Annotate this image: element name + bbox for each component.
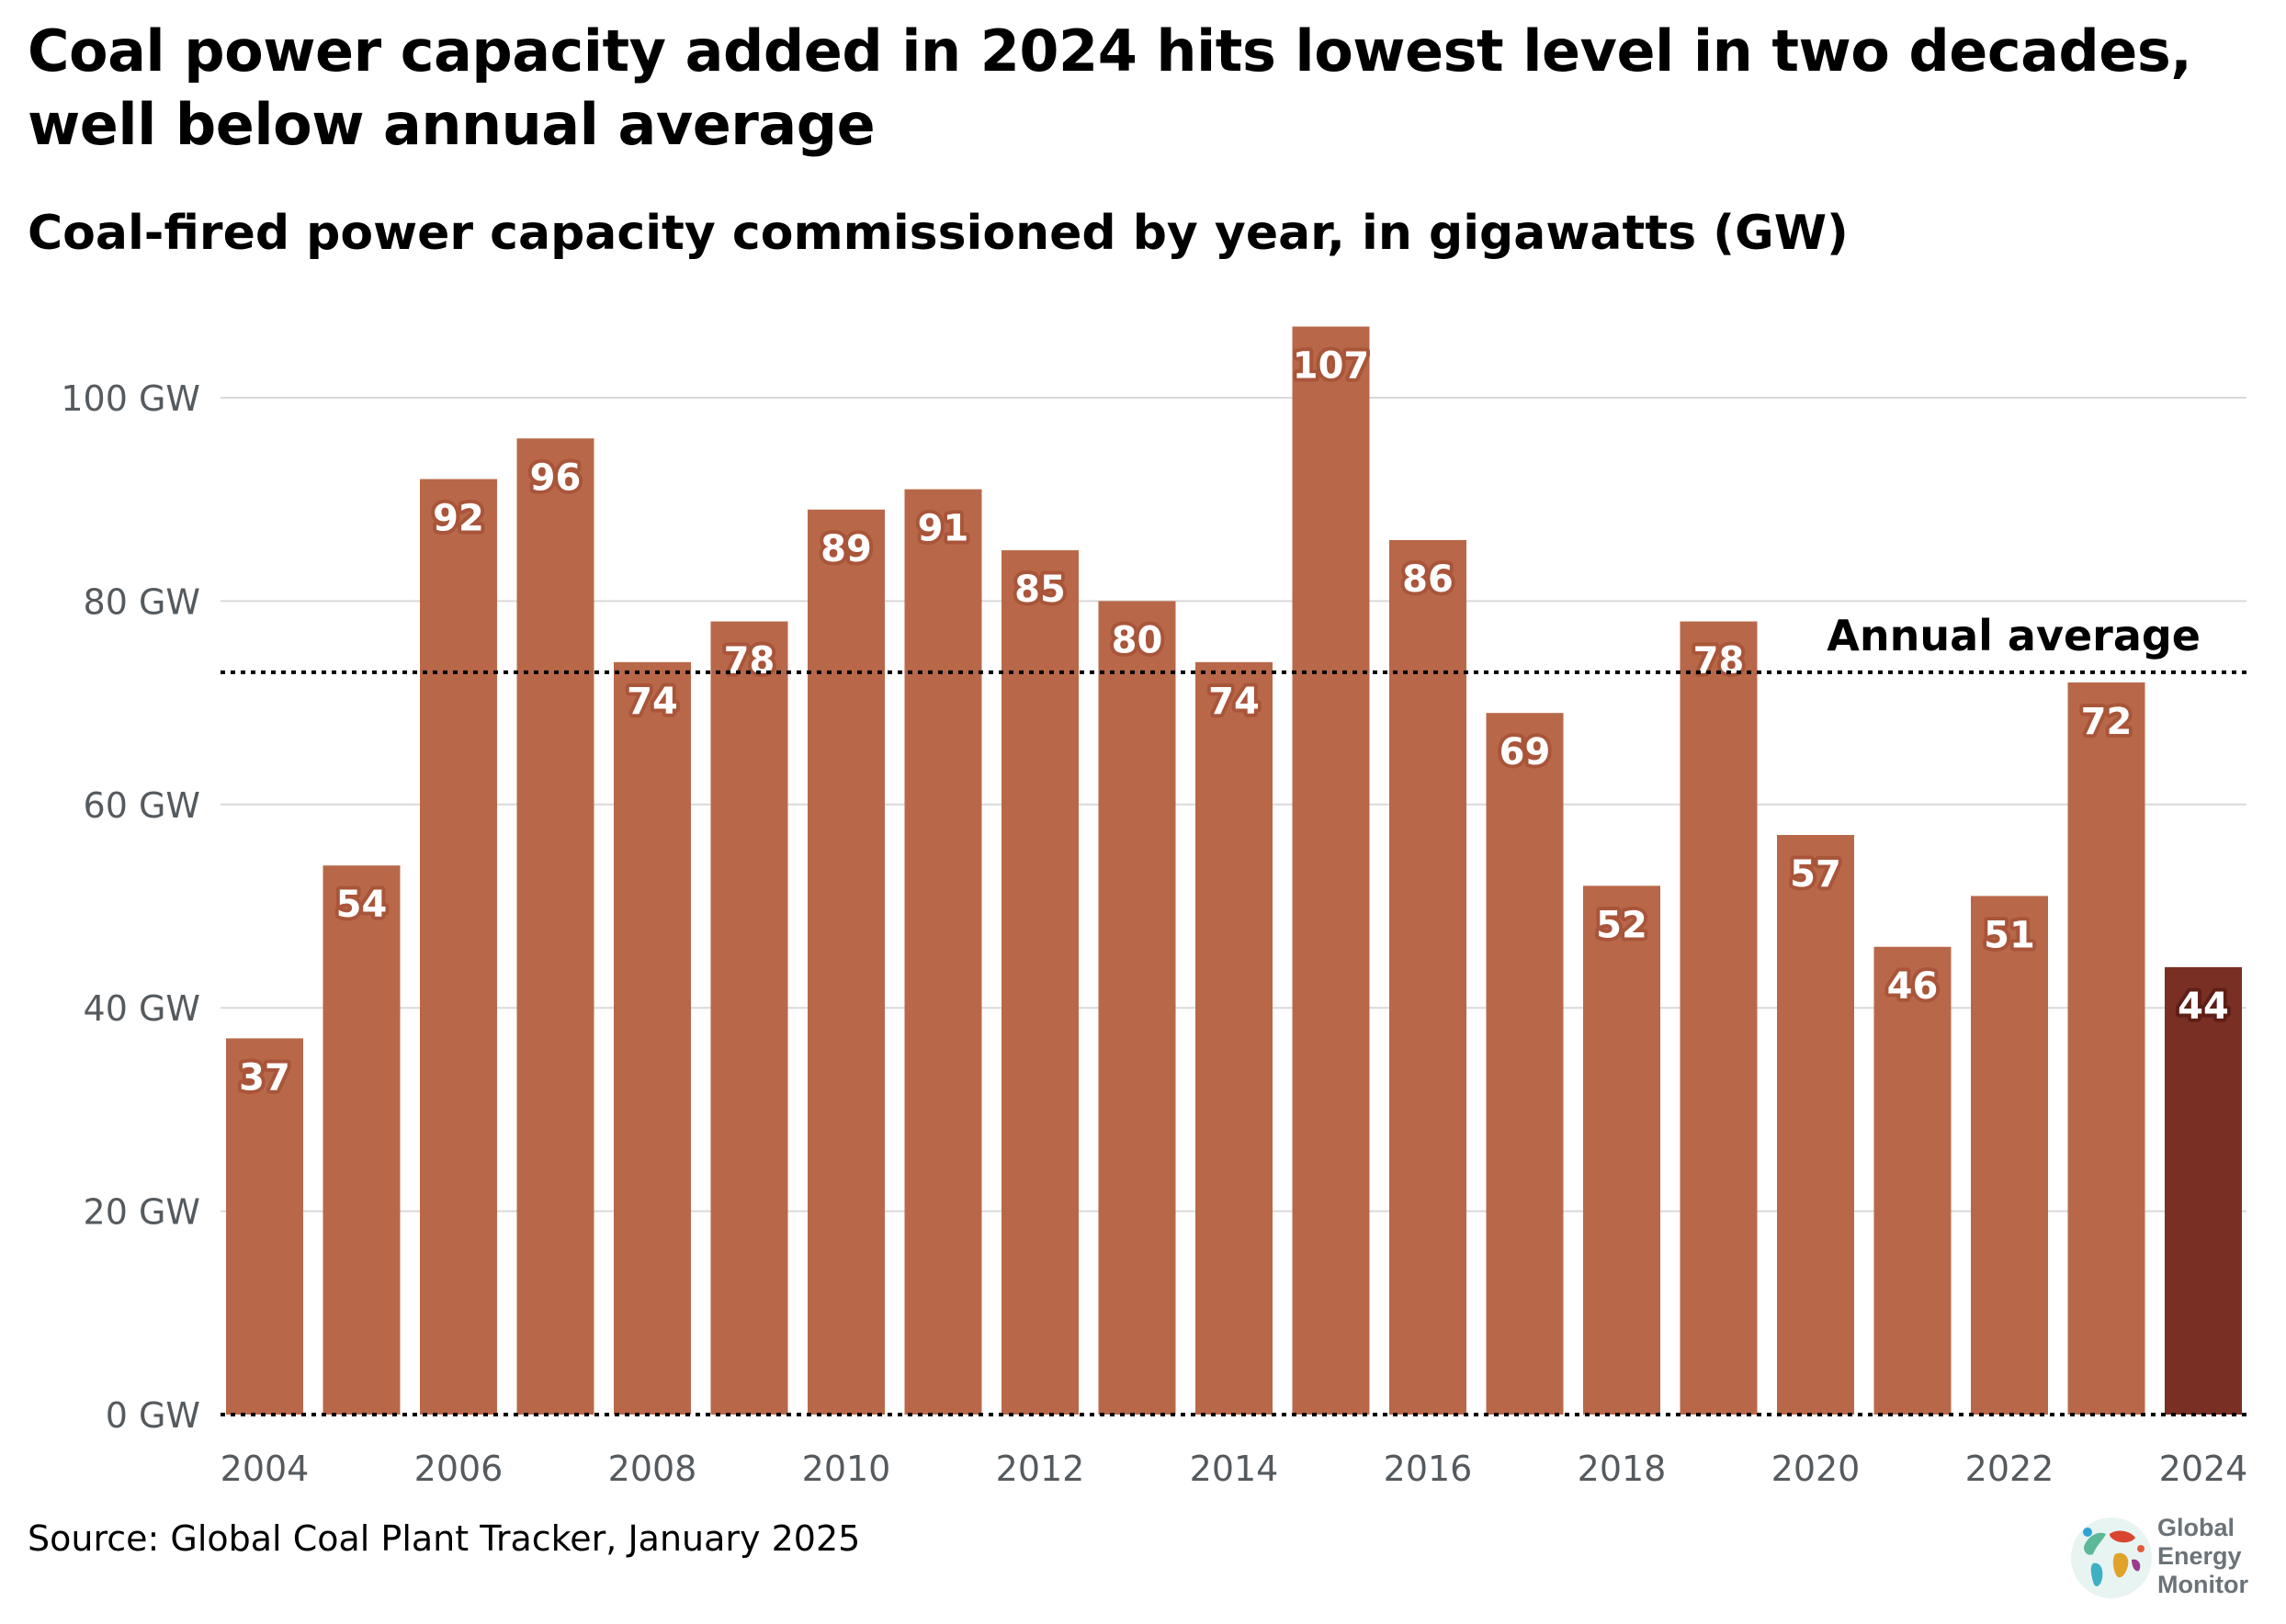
y-tick-label: 80 GW xyxy=(84,581,200,622)
bar-label-2008: 74 xyxy=(627,681,678,723)
x-tick-label: 2016 xyxy=(1384,1449,1473,1489)
bar-2016 xyxy=(1389,539,1466,1415)
bar-2005 xyxy=(323,865,401,1415)
bar-label-2015: 107 xyxy=(1293,345,1370,388)
bar-label-2024: 44 xyxy=(2178,986,2229,1028)
bars xyxy=(226,326,2242,1415)
bar-label-2014: 74 xyxy=(1208,681,1260,723)
bar-2022 xyxy=(1971,896,2048,1415)
bar-2007 xyxy=(516,438,594,1415)
logo-line-energy: Energy xyxy=(2157,1542,2242,1570)
bar-2024 xyxy=(2165,966,2242,1415)
x-tick-label: 2020 xyxy=(1771,1449,1861,1489)
bar-2009 xyxy=(710,621,788,1415)
bar-label-2013: 80 xyxy=(1112,619,1163,661)
chart-subtitle: Coal-fired power capacity commissioned b… xyxy=(28,206,1849,261)
bar-2018 xyxy=(1583,885,1660,1415)
bar-label-2010: 89 xyxy=(820,528,872,570)
y-tick-label: 60 GW xyxy=(84,785,200,826)
bar-label-2018: 52 xyxy=(1596,904,1647,946)
annual-average: Annual average xyxy=(221,611,2246,674)
x-tick-label: 2022 xyxy=(1965,1449,2054,1489)
x-tick-label: 2004 xyxy=(221,1449,310,1489)
bar-label-2009: 78 xyxy=(724,640,775,682)
bar-labels: 37 54 92 96 74 78 89 91 85 80 74 107 86 69 52 78 57 46 51 7… xyxy=(235,342,2233,1103)
bar-label-2012: 85 xyxy=(1014,569,1066,611)
bar-2011 xyxy=(904,489,982,1415)
bar-2020 xyxy=(1777,835,1854,1415)
logo-line-global: Global xyxy=(2157,1514,2235,1541)
global-energy-monitor-logo: Global Energy Monitor xyxy=(2065,1505,2277,1615)
bar-2013 xyxy=(1098,601,1176,1415)
bar-label-2016: 86 xyxy=(1402,558,1454,601)
bar-2021 xyxy=(1873,946,1952,1415)
bar-label-2021: 46 xyxy=(1887,965,1939,1008)
y-tick-label: 40 GW xyxy=(84,988,200,1029)
axes: 0 GW 20 GW 40 GW 60 GW 80 GW 100 GW 2004 2006 20… xyxy=(61,378,2247,1489)
x-tick-label: 2006 xyxy=(414,1449,504,1489)
bar-label-2019: 78 xyxy=(1693,640,1745,682)
bar-label-2022: 51 xyxy=(1984,914,2035,956)
bar-label-2020: 57 xyxy=(1790,853,1841,896)
bar-2012 xyxy=(1002,550,1079,1415)
x-tick-label: 2008 xyxy=(608,1449,697,1489)
bar-2015 xyxy=(1292,326,1370,1415)
bar-2019 xyxy=(1680,621,1758,1415)
bar-label-2011: 91 xyxy=(918,508,969,550)
y-tick-label: 100 GW xyxy=(61,378,200,419)
bar-label-2006: 92 xyxy=(433,498,484,540)
x-tick-label: 2012 xyxy=(996,1449,1085,1489)
bar-chart: 37 54 92 96 74 78 89 91 85 80 74 107 86 69 52 78 57 46 51 7… xyxy=(61,326,2247,1489)
bar-label-2007: 96 xyxy=(530,457,582,499)
y-tick-label: 0 GW xyxy=(106,1395,200,1436)
bar-label-2005: 54 xyxy=(336,884,388,926)
bar-2014 xyxy=(1195,661,1273,1415)
x-tick-label: 2024 xyxy=(2159,1449,2248,1489)
bar-2008 xyxy=(614,661,691,1415)
globe-icon xyxy=(2071,1517,2152,1598)
bar-2023 xyxy=(2067,682,2145,1415)
logo-text: Global Energy Monitor xyxy=(2157,1514,2248,1599)
y-tick-label: 20 GW xyxy=(84,1192,200,1233)
bar-2004 xyxy=(226,1038,303,1415)
chart-title: Coal power capacity added in 2024 hits l… xyxy=(28,17,2192,158)
bar-2017 xyxy=(1486,713,1564,1415)
x-tick-label: 2010 xyxy=(802,1449,891,1489)
annual-average-label: Annual average xyxy=(1827,611,2201,660)
bar-label-2023: 72 xyxy=(2081,701,2133,743)
bar-label-2017: 69 xyxy=(1499,731,1551,773)
source-note: Source: Global Coal Plant Tracker, Janua… xyxy=(28,1518,861,1559)
x-tick-label: 2018 xyxy=(1578,1449,1667,1489)
bar-2006 xyxy=(420,479,497,1415)
bar-label-2004: 37 xyxy=(239,1056,290,1099)
logo-line-monitor: Monitor xyxy=(2157,1571,2248,1598)
bar-2010 xyxy=(808,509,885,1415)
x-tick-label: 2014 xyxy=(1190,1449,1279,1489)
